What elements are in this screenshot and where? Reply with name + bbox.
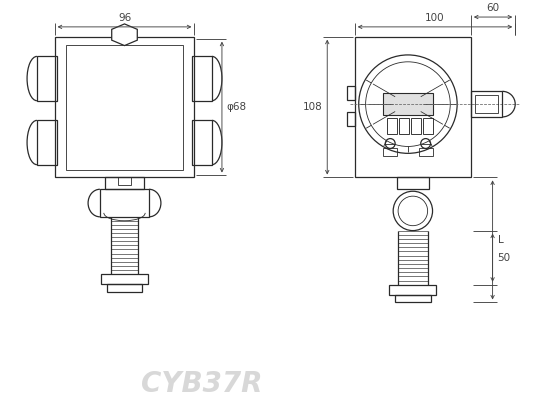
Bar (411, 118, 421, 134)
Bar (395, 295, 431, 303)
Text: 50: 50 (497, 252, 511, 263)
Text: L: L (497, 235, 503, 245)
Bar (397, 178, 428, 189)
Bar (101, 274, 148, 284)
Bar (105, 178, 144, 189)
Bar (37, 56, 57, 101)
Bar (107, 284, 142, 292)
Bar (389, 285, 436, 295)
Bar (347, 112, 355, 126)
Bar (423, 118, 432, 134)
Bar (100, 189, 149, 217)
Text: 96: 96 (118, 13, 131, 23)
Bar (471, 92, 502, 117)
Bar (388, 118, 397, 134)
Bar (475, 95, 498, 113)
Bar (347, 87, 355, 100)
Polygon shape (111, 24, 137, 46)
Text: CYB37R: CYB37R (141, 370, 262, 398)
Bar (419, 148, 432, 156)
Bar (37, 120, 57, 165)
Bar (55, 37, 194, 178)
Text: φ68: φ68 (227, 102, 247, 112)
Bar (355, 37, 471, 178)
Bar (67, 45, 183, 170)
Text: 100: 100 (425, 13, 445, 23)
Bar (399, 118, 409, 134)
Text: 60: 60 (487, 3, 500, 13)
Bar (193, 56, 212, 101)
Bar (193, 120, 212, 165)
Text: 108: 108 (302, 102, 323, 112)
Bar (118, 178, 132, 185)
Bar (384, 93, 432, 115)
Bar (384, 148, 397, 156)
